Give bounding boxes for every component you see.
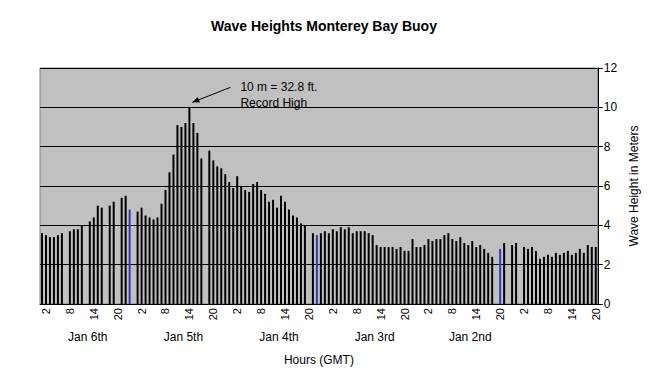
svg-text:Wave Heights Monterey Bay Buoy: Wave Heights Monterey Bay Buoy <box>211 18 437 34</box>
svg-text:8: 8 <box>446 308 458 314</box>
svg-text:6: 6 <box>604 179 611 193</box>
svg-text:2: 2 <box>604 258 611 272</box>
svg-text:2: 2 <box>40 308 52 314</box>
svg-text:2: 2 <box>327 308 339 314</box>
svg-text:2: 2 <box>422 308 434 314</box>
svg-text:Jan 2nd: Jan 2nd <box>449 330 492 344</box>
svg-text:8: 8 <box>604 140 611 154</box>
svg-text:14: 14 <box>470 308 482 320</box>
svg-text:8: 8 <box>351 308 363 314</box>
svg-text:4: 4 <box>604 218 611 232</box>
svg-text:14: 14 <box>88 308 100 320</box>
svg-text:10 m = 32.8 ft.: 10 m = 32.8 ft. <box>240 80 317 94</box>
svg-text:Jan 6th: Jan 6th <box>68 330 107 344</box>
svg-text:14: 14 <box>375 308 387 320</box>
svg-text:10: 10 <box>604 100 618 114</box>
svg-text:Wave Height in Meters: Wave Height in Meters <box>627 126 641 247</box>
svg-text:14: 14 <box>279 308 291 320</box>
svg-text:20: 20 <box>207 308 219 320</box>
svg-text:8: 8 <box>255 308 267 314</box>
svg-text:8: 8 <box>64 308 76 314</box>
svg-text:Jan 5th: Jan 5th <box>164 330 203 344</box>
svg-text:8: 8 <box>159 308 171 314</box>
svg-text:8: 8 <box>542 308 554 314</box>
svg-text:20: 20 <box>590 308 602 320</box>
svg-text:2: 2 <box>518 308 530 314</box>
svg-text:Jan 3rd: Jan 3rd <box>355 330 395 344</box>
svg-text:2: 2 <box>231 308 243 314</box>
svg-text:Jan 4th: Jan 4th <box>259 330 298 344</box>
svg-text:20: 20 <box>399 308 411 320</box>
svg-text:14: 14 <box>183 308 195 320</box>
svg-text:2: 2 <box>136 308 148 314</box>
svg-text:20: 20 <box>494 308 506 320</box>
svg-text:14: 14 <box>566 308 578 320</box>
svg-text:Record High: Record High <box>240 96 307 110</box>
svg-text:0: 0 <box>604 297 611 311</box>
svg-text:20: 20 <box>303 308 315 320</box>
svg-text:12: 12 <box>604 61 618 75</box>
svg-text:20: 20 <box>112 308 124 320</box>
svg-text:Hours (GMT): Hours (GMT) <box>284 353 354 367</box>
